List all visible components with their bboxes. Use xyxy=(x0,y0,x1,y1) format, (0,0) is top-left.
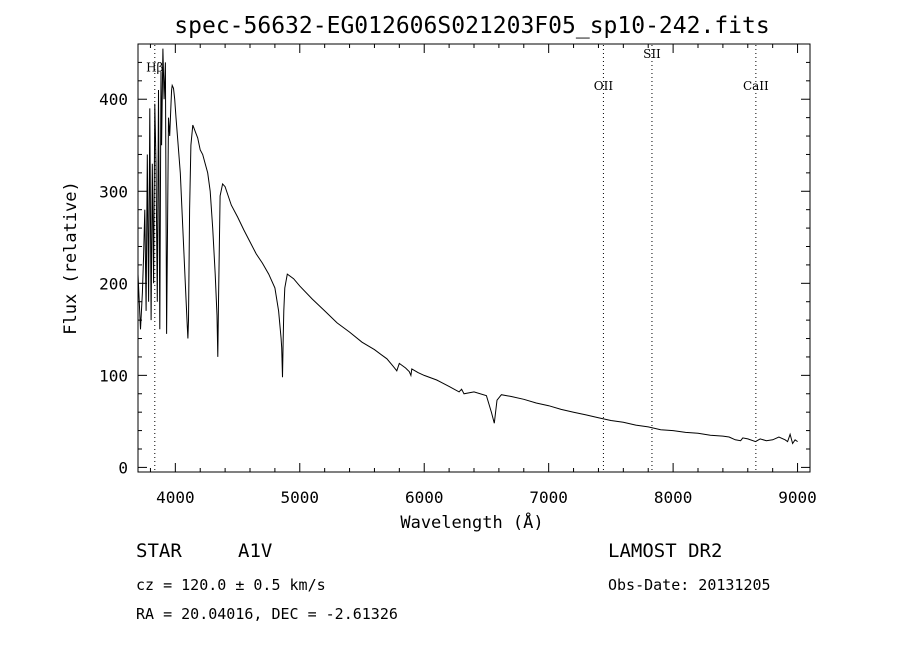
x-tick-label: 5000 xyxy=(281,488,320,507)
y-tick-label: 100 xyxy=(99,366,128,385)
y-axis-label: Flux (relative) xyxy=(61,181,81,335)
x-tick-label: 7000 xyxy=(529,488,568,507)
y-tick-label: 0 xyxy=(118,458,128,477)
y-tick-label: 400 xyxy=(99,90,128,109)
plot-frame xyxy=(137,43,811,473)
x-tick-label: 6000 xyxy=(405,488,444,507)
object-type: STAR xyxy=(136,540,182,562)
x-tick-label: 9000 xyxy=(778,488,817,507)
observation-date: Obs-Date: 20131205 xyxy=(608,576,771,594)
x-axis: 4000 5000 6000 7000 8000 9000 xyxy=(149,44,817,507)
chart-title: spec-56632-EG012606S021203F05_sp10-242.f… xyxy=(174,13,769,39)
spectral-class: A1V xyxy=(238,540,272,562)
line-marker-label: CaII xyxy=(743,79,769,93)
redshift-info: cz = 120.0 ± 0.5 km/s xyxy=(136,576,326,594)
y-axis: 0 100 200 300 400 xyxy=(99,43,810,477)
line-marker-label: OII xyxy=(594,79,614,93)
spectrum-series-line xyxy=(137,48,798,445)
x-axis-label: Wavelength (Å) xyxy=(400,511,543,533)
survey-name: LAMOST DR2 xyxy=(608,540,722,562)
x-tick-label: 8000 xyxy=(654,488,693,507)
line-marker-label: SII xyxy=(643,47,661,61)
y-tick-label: 200 xyxy=(99,274,128,293)
x-tick-label: 4000 xyxy=(156,488,195,507)
spectral-line-markers: Hβ OII SII CaII xyxy=(146,45,769,471)
coordinates: RA = 20.04016, DEC = -2.61326 xyxy=(136,605,398,623)
line-marker-label: Hβ xyxy=(146,61,163,75)
y-tick-label: 300 xyxy=(99,182,128,201)
